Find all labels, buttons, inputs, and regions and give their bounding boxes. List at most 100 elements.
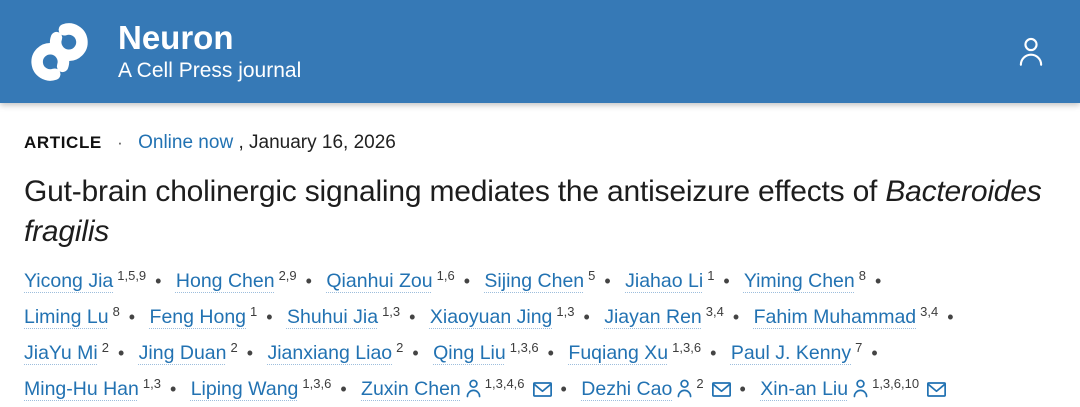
author-separator: • bbox=[947, 307, 954, 327]
author-affiliations: 2 bbox=[696, 376, 704, 391]
author-name: Jiayan Ren bbox=[604, 306, 702, 328]
author-affiliations: 8 bbox=[112, 304, 120, 319]
author-separator: • bbox=[871, 343, 878, 363]
email-icon bbox=[711, 382, 731, 397]
author-link[interactable]: Qianhui Zou bbox=[326, 270, 432, 292]
author-link[interactable]: Liming Lu bbox=[24, 306, 109, 328]
author-separator: • bbox=[128, 307, 136, 327]
author-separator: • bbox=[117, 343, 125, 363]
author-link[interactable]: Paul J. Kenny bbox=[731, 342, 851, 364]
author-link[interactable]: Yiming Chen bbox=[744, 270, 855, 292]
author-name: Zuxin Chen bbox=[361, 378, 461, 400]
author: Jiayan Ren 3,4 • bbox=[604, 305, 748, 328]
author-link[interactable]: Yicong Jia bbox=[24, 270, 113, 292]
author-separator: • bbox=[547, 343, 554, 363]
author-separator: • bbox=[710, 343, 717, 363]
author: Shuhui Jia 1,3 • bbox=[287, 304, 424, 328]
author-link[interactable]: Jiayan Ren bbox=[604, 306, 702, 328]
author-name: Feng Hong bbox=[149, 306, 247, 328]
author-name: Paul J. Kenny bbox=[730, 342, 852, 364]
author: Ming-Hu Han 1,3 • bbox=[24, 377, 185, 400]
author: Zuxin Chen 1,3,4,6 • bbox=[361, 376, 576, 400]
author-link[interactable]: Jianxiang Liao bbox=[267, 342, 392, 364]
author-affiliations: 7 bbox=[855, 340, 863, 355]
author-name: Xiaoyuan Jing bbox=[429, 306, 553, 328]
author-name: Ming-Hu Han bbox=[24, 378, 139, 400]
account-icon[interactable] bbox=[1018, 36, 1044, 68]
author-link[interactable]: Jiahao Li bbox=[625, 270, 703, 292]
author-link[interactable]: Fahim Muhammad bbox=[754, 306, 917, 328]
author-name: Sijing Chen bbox=[484, 270, 585, 292]
online-now-link[interactable]: Online now bbox=[138, 132, 234, 153]
author-affiliations: 2 bbox=[230, 340, 238, 355]
author-link[interactable]: Zuxin Chen bbox=[361, 378, 481, 400]
author-link[interactable]: Dezhi Cao bbox=[581, 378, 692, 400]
author-affiliations: 2,9 bbox=[278, 268, 297, 283]
author-affiliations: 2 bbox=[101, 340, 109, 355]
article-meta-line: ARTICLE · Online now , January 16, 2026 bbox=[24, 133, 1056, 153]
author-separator: • bbox=[874, 271, 882, 291]
author-name: Liming Lu bbox=[24, 306, 109, 328]
email-link[interactable] bbox=[711, 378, 731, 400]
author-affiliations: 8 bbox=[858, 268, 866, 283]
author: Hong Chen 2,9 • bbox=[176, 268, 321, 292]
author: Liming Lu 8 • bbox=[24, 304, 144, 328]
author-link[interactable]: Fuqiang Xu bbox=[568, 342, 668, 364]
author-link[interactable]: Jing Duan bbox=[139, 342, 227, 364]
author-separator: • bbox=[583, 307, 590, 327]
author-name: Jiahao Li bbox=[625, 270, 704, 292]
author-link[interactable]: Feng Hong bbox=[150, 306, 246, 328]
author-list: Yicong Jia 1,5,9 • Hong Chen 2,9 • Qianhui Z… bbox=[24, 263, 1056, 407]
journal-name[interactable]: Neuron bbox=[118, 18, 234, 56]
author-link[interactable]: Ming-Hu Han bbox=[24, 378, 139, 400]
author-separator: • bbox=[409, 307, 416, 327]
author-name: JiaYu Mi bbox=[24, 342, 98, 364]
author-link[interactable]: Qing Liu bbox=[433, 342, 506, 364]
email-icon bbox=[927, 382, 947, 397]
email-link[interactable] bbox=[927, 378, 947, 400]
email-link[interactable] bbox=[532, 378, 552, 400]
author: Yiming Chen 8 • bbox=[744, 268, 890, 292]
author-affiliations: 3,4 bbox=[920, 304, 939, 319]
author-link[interactable]: Xin-an Liu bbox=[760, 378, 868, 400]
author-affiliations: 1,3,4,6 bbox=[484, 376, 525, 391]
author-affiliations: 1,3,6 bbox=[672, 340, 702, 355]
author-name: Xin-an Liu bbox=[760, 378, 849, 400]
journal-title-block: Neuron A Cell Press journal bbox=[118, 20, 301, 84]
publication-date: , January 16, 2026 bbox=[238, 132, 396, 153]
author-name: Fuqiang Xu bbox=[568, 342, 669, 364]
journal-masthead: Neuron A Cell Press journal bbox=[0, 0, 1080, 103]
author: Xin-an Liu 1,3,6,10 bbox=[760, 376, 947, 400]
author-link[interactable]: Xiaoyuan Jing bbox=[430, 306, 553, 328]
author-separator: • bbox=[560, 379, 567, 399]
author-link[interactable]: Liping Wang bbox=[191, 378, 299, 400]
author-separator: • bbox=[155, 271, 162, 291]
author-separator: • bbox=[412, 343, 419, 363]
author: Qing Liu 1,3,6 • bbox=[433, 341, 563, 364]
author-link[interactable]: JiaYu Mi bbox=[24, 342, 98, 364]
author-name: Jing Duan bbox=[138, 342, 227, 364]
author-link[interactable]: Sijing Chen bbox=[484, 270, 584, 292]
article-title-species: Bacteroides fragilis bbox=[24, 175, 1042, 248]
author-name: Shuhui Jia bbox=[286, 306, 379, 328]
article-title-main: Gut-brain cholinergic signaling mediates… bbox=[24, 175, 878, 208]
author: Jianxiang Liao 2 • bbox=[267, 341, 427, 364]
author-profile-icon bbox=[853, 379, 868, 398]
author-separator: • bbox=[169, 379, 177, 399]
author-affiliations: 1,3 bbox=[382, 304, 401, 319]
author: Feng Hong 1 • bbox=[150, 305, 282, 328]
author-separator: • bbox=[732, 307, 740, 327]
author-affiliations: 1,3,6,10 bbox=[872, 376, 920, 391]
article-type-label: ARTICLE bbox=[24, 133, 102, 152]
author-separator: • bbox=[340, 379, 347, 399]
author-affiliations: 1 bbox=[707, 268, 715, 283]
author-separator: • bbox=[266, 307, 273, 327]
author-affiliations: 1,3 bbox=[556, 304, 575, 319]
cell-press-logo-icon[interactable] bbox=[24, 17, 94, 87]
author-link[interactable]: Hong Chen bbox=[176, 270, 275, 292]
author-link[interactable]: Shuhui Jia bbox=[287, 306, 378, 328]
author-separator: • bbox=[305, 271, 312, 291]
author-name: Qianhui Zou bbox=[326, 270, 433, 292]
author: Dezhi Cao 2 • bbox=[581, 376, 755, 400]
author: Fuqiang Xu 1,3,6 • bbox=[568, 340, 725, 364]
